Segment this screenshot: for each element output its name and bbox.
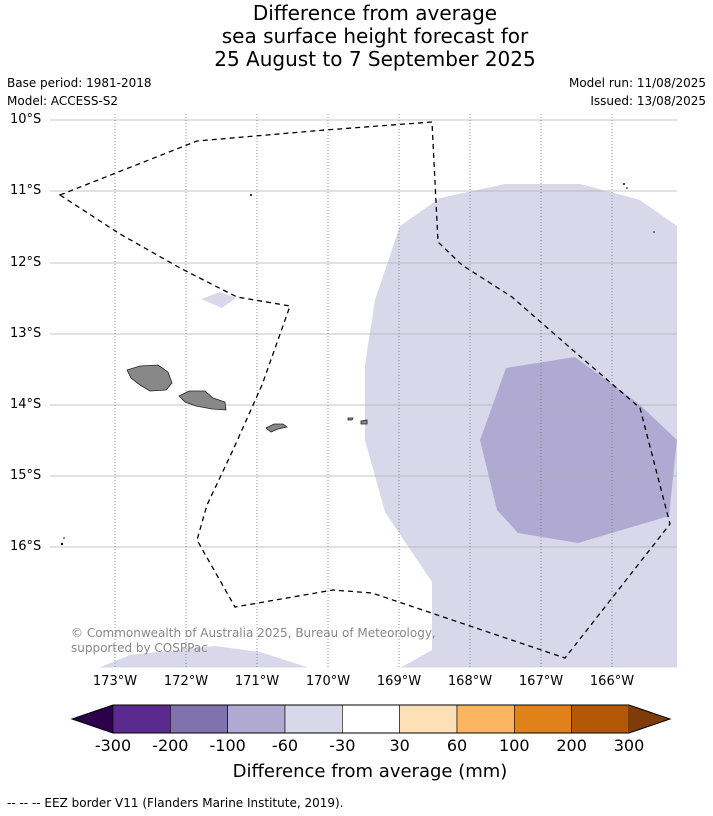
meta-left: Base period: 1981-2018 Model: ACCESS-S2 xyxy=(7,74,152,110)
anomaly-region-light-bottom xyxy=(98,646,310,668)
lon-label-167w: 167°W xyxy=(518,674,564,689)
colorbar-swatch xyxy=(170,704,228,734)
copyright-notice: © Commonwealth of Australia 2025, Bureau… xyxy=(71,626,436,655)
colorbar-tick-label: -30 xyxy=(329,736,356,755)
map-panel xyxy=(50,114,677,669)
map-title: Difference from average sea surface heig… xyxy=(0,2,713,71)
colorbar-tick-label: 100 xyxy=(499,736,530,755)
lon-label-171w: 171°W xyxy=(234,674,280,689)
ofu-island xyxy=(347,417,354,421)
lat-label-11s: 11°S xyxy=(10,183,42,198)
colorbar-swatch xyxy=(342,704,400,734)
colorbar-tick-label: -60 xyxy=(271,736,299,755)
colorbar-title: Difference from average (mm) xyxy=(232,761,508,782)
savaii-island xyxy=(126,364,173,392)
anomaly-region-mid xyxy=(480,357,677,543)
manua-island xyxy=(360,419,368,425)
model-run: Model run: 11/08/2025 xyxy=(568,76,706,90)
land-islands xyxy=(126,364,368,433)
lon-label-172w: 172°W xyxy=(163,674,209,689)
eez-borders xyxy=(58,121,671,659)
lat-label-16s: 16°S xyxy=(10,539,42,554)
colorbar-outline xyxy=(70,704,672,734)
title-line-2: sea surface height forecast for xyxy=(221,24,529,48)
meta-right: Model run: 11/08/2025 Issued: 13/08/2025 xyxy=(569,74,706,110)
colorbar xyxy=(70,704,672,734)
anomaly-region-light-small xyxy=(201,292,236,308)
colorbar-swatch xyxy=(399,704,458,734)
tutuila-island xyxy=(265,423,288,433)
colorbar-tick-label: -100 xyxy=(209,736,246,755)
title-line-3: 25 August to 7 September 2025 xyxy=(214,47,536,71)
base-period: Base period: 1981-2018 xyxy=(7,76,152,90)
colorbar-tick-label: -300 xyxy=(94,736,132,755)
model-name: Model: ACCESS-S2 xyxy=(7,94,119,108)
eez-footnote: -- -- -- EEZ border V11 (Flanders Marine… xyxy=(7,796,344,810)
lat-label-15s: 15°S xyxy=(10,468,42,483)
lat-label-14s: 14°S xyxy=(10,397,42,412)
issued-date: Issued: 13/08/2025 xyxy=(590,94,706,108)
lat-gridlines xyxy=(50,119,677,548)
eez-border-samoa xyxy=(58,121,671,659)
lon-label-168w: 168°W xyxy=(447,674,493,689)
lat-label-12s: 12°S xyxy=(10,255,42,270)
upolu-island xyxy=(178,390,227,411)
lon-label-166w: 166°W xyxy=(589,674,635,689)
colorbar-swatch xyxy=(456,704,515,734)
colorbar-swatch xyxy=(514,704,572,734)
lon-label-173w: 173°W xyxy=(92,674,138,689)
colorbar-swatch xyxy=(112,704,171,734)
title-line-1: Difference from average xyxy=(252,1,498,25)
colorbar-arrow-low xyxy=(72,705,113,733)
small-islets xyxy=(60,183,655,546)
lon-label-169w: 169°W xyxy=(376,674,422,689)
colorbar-swatch xyxy=(227,704,286,734)
colorbar-tick-label: 300 xyxy=(613,736,645,755)
colorbar-tick-label: -200 xyxy=(152,736,189,755)
colorbar-tick-label: 30 xyxy=(389,736,410,755)
lat-label-13s: 13°S xyxy=(10,326,42,341)
colorbar-arrow-high xyxy=(629,705,670,733)
lon-label-170w: 170°W xyxy=(305,674,351,689)
colorbar-tick-label: 60 xyxy=(446,736,468,755)
colorbar-swatch xyxy=(571,704,630,734)
lat-label-10s: 10°S xyxy=(10,112,42,127)
colorbar-tick-label: 200 xyxy=(556,736,587,755)
colorbar-swatches xyxy=(72,704,670,734)
lon-gridlines xyxy=(114,114,613,668)
colorbar-swatch xyxy=(284,704,343,734)
